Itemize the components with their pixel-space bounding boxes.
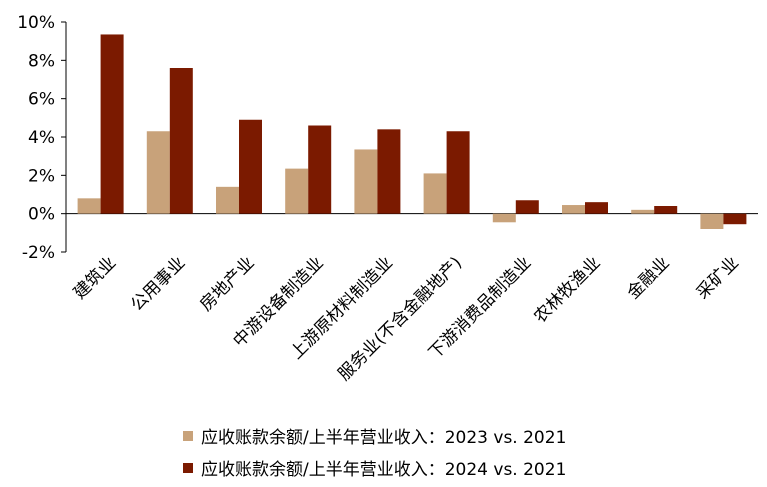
x-tick-label: 服务业(不含金融地产): [334, 253, 466, 385]
bar-2023-6: [492, 213, 516, 223]
x-tick-label: 农林牧渔业: [530, 253, 604, 327]
bar-2024-4: [377, 129, 401, 214]
legend-label-2024: 应收账款余额/上半年营业收入：2024 vs. 2021: [201, 460, 567, 480]
legend-item-2024: 应收账款余额/上半年营业收入：2024 vs. 2021: [183, 455, 566, 480]
bar-2023-9: [700, 213, 724, 229]
bar-2023-3: [285, 168, 309, 214]
x-tick-label: 采矿业: [693, 253, 743, 303]
y-tick-label: 8%: [28, 51, 55, 71]
bar-2023-5: [423, 173, 447, 214]
y-tick-label: 4%: [28, 128, 55, 148]
bar-2023-7: [562, 205, 585, 214]
legend-item-2023: 应收账款余额/上半年营业收入：2023 vs. 2021: [183, 423, 566, 448]
bar-2024-8: [654, 206, 678, 214]
bar-2024-3: [308, 125, 332, 214]
y-tick-label: 2%: [28, 166, 55, 186]
x-tick-label: 建筑业: [70, 253, 120, 303]
bar-2024-2: [239, 119, 262, 214]
y-tick-label: -2%: [22, 243, 55, 263]
x-tick-label: 金融业: [624, 253, 674, 303]
legend-swatch-2024: [183, 462, 193, 473]
bar-2024-6: [515, 200, 539, 214]
bar-2024-7: [585, 202, 608, 214]
y-tick-label: 6%: [28, 90, 55, 110]
bar-2023-4: [354, 149, 378, 214]
bar-2024-5: [446, 131, 470, 214]
legend-label-2023: 应收账款余额/上半年营业收入：2023 vs. 2021: [201, 428, 567, 448]
bar-2023-2: [216, 186, 239, 214]
y-tick-label: 10%: [17, 13, 55, 33]
x-tick-label: 房地产业: [196, 253, 258, 315]
bar-2024-9: [723, 213, 747, 225]
bar-2023-8: [631, 209, 655, 214]
legend-swatch-2023: [183, 430, 193, 441]
bar-2024-0: [100, 34, 124, 214]
bar-2023-0: [77, 198, 101, 214]
y-tick-label: 0%: [28, 205, 55, 225]
bar-2023-1: [146, 131, 170, 214]
x-tick-label: 公用事业: [127, 253, 189, 315]
bar-2024-1: [169, 68, 193, 214]
